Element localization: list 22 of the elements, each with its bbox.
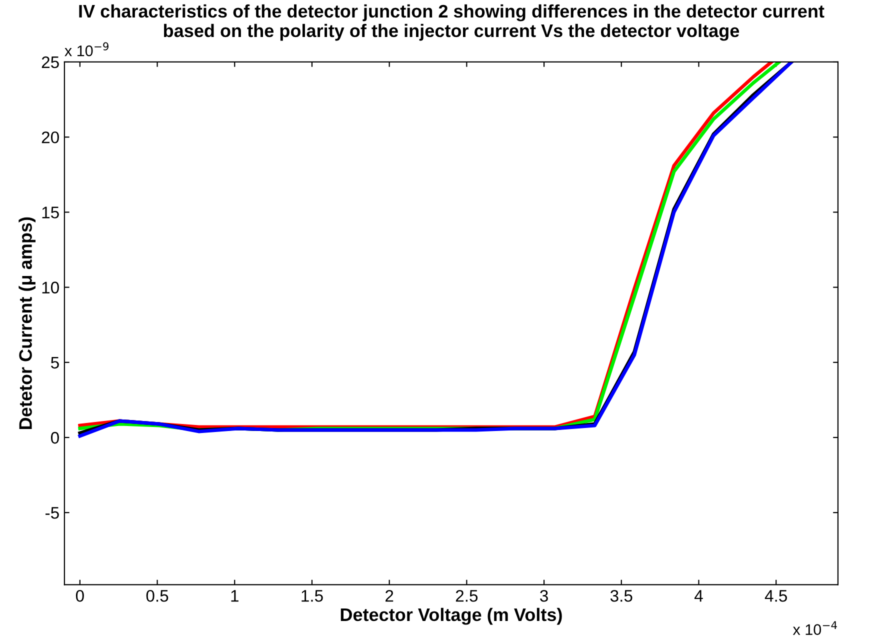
x-tick-label: 4	[694, 590, 703, 602]
x-tick-label: 0.5	[146, 590, 168, 602]
y-tick-label: 5	[50, 356, 59, 369]
text: x 10$^{−9}$	[64, 42, 108, 56]
x-tick-label: 3.5	[610, 590, 632, 602]
y-tick-label: 0	[50, 432, 59, 444]
y-tick-label: -5	[46, 507, 59, 519]
y-axis-title: Detetor Current (μ amps)	[18, 217, 36, 429]
x-tick-label: 1.5	[302, 590, 323, 602]
x-tick-label: 4.5	[764, 590, 787, 602]
y-tick-label: 20	[42, 131, 59, 144]
y-tick-label: 10	[42, 282, 59, 294]
text: x 10$^{−4}$	[792, 621, 837, 636]
x-tick-label: 2	[386, 590, 394, 602]
x-tick-label: 3	[540, 590, 548, 602]
x-tick-label: 2.5	[456, 590, 478, 602]
x-tick-label: 1	[231, 590, 238, 602]
y-tick-label: 15	[42, 206, 59, 218]
chart-title: IV characteristics of the detector junction 2 showing differences in the detector current based on the polarity of the injector current Vs the detector voltage	[79, 4, 824, 41]
x-tick-label: 0	[76, 590, 84, 602]
y-tick-label: 25	[42, 56, 59, 68]
x-axis-title: Detector Voltage (m Volts)	[340, 608, 562, 625]
